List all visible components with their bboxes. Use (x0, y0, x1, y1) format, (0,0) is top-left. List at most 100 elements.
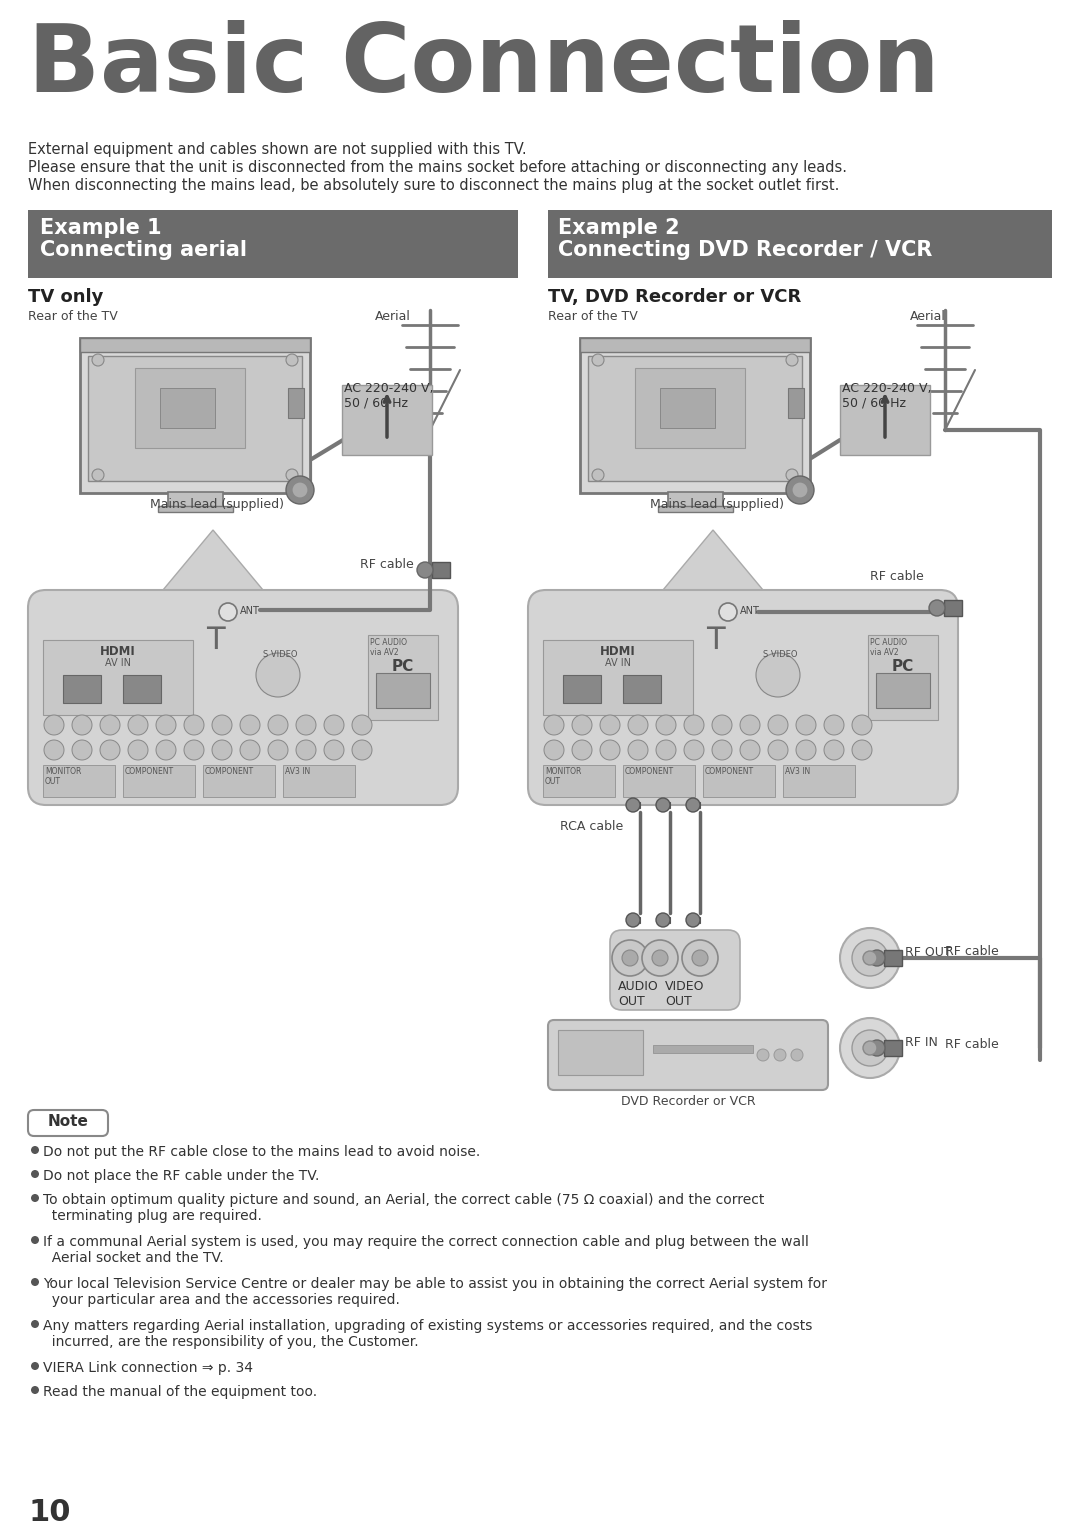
Text: Example 1: Example 1 (40, 219, 162, 238)
Text: ANT: ANT (240, 607, 260, 616)
Bar (376, 672, 430, 707)
Text: S VIDEO: S VIDEO (264, 649, 297, 659)
Circle shape (791, 1050, 804, 1060)
Bar (160, 388, 215, 428)
Bar (876, 672, 930, 707)
Bar (288, 388, 303, 419)
Bar (788, 388, 804, 419)
Circle shape (268, 740, 288, 759)
Circle shape (656, 798, 670, 811)
Text: AV IN: AV IN (105, 659, 131, 668)
FancyBboxPatch shape (28, 1109, 108, 1135)
Polygon shape (163, 530, 264, 590)
Circle shape (212, 715, 232, 735)
Circle shape (852, 740, 872, 759)
Text: Rear of the TV: Rear of the TV (548, 310, 638, 322)
Text: COMPONENT: COMPONENT (205, 767, 254, 787)
Bar (666, 802, 670, 808)
Circle shape (184, 740, 204, 759)
Bar (203, 766, 275, 798)
Circle shape (612, 940, 648, 976)
Text: TV only: TV only (28, 287, 104, 306)
Bar (658, 506, 733, 512)
Text: Rear of the TV: Rear of the TV (28, 310, 118, 322)
Bar (135, 368, 245, 448)
Circle shape (684, 740, 704, 759)
Circle shape (626, 798, 640, 811)
FancyBboxPatch shape (28, 590, 458, 805)
Text: RF OUT: RF OUT (905, 946, 951, 960)
Circle shape (768, 740, 788, 759)
Polygon shape (663, 530, 762, 590)
Circle shape (72, 740, 92, 759)
Text: PC: PC (892, 659, 914, 674)
Circle shape (656, 740, 676, 759)
Circle shape (296, 715, 316, 735)
Circle shape (627, 715, 648, 735)
Text: COMPONENT: COMPONENT (625, 767, 674, 787)
Circle shape (656, 914, 670, 927)
Bar (43, 766, 114, 798)
Circle shape (92, 469, 104, 481)
Text: HDMI: HDMI (600, 645, 636, 659)
Text: COMPONENT: COMPONENT (705, 767, 754, 787)
Text: MONITOR
OUT: MONITOR OUT (45, 767, 81, 787)
Bar (944, 601, 962, 616)
Circle shape (600, 715, 620, 735)
Text: TV, DVD Recorder or VCR: TV, DVD Recorder or VCR (548, 287, 801, 306)
Circle shape (824, 715, 843, 735)
Circle shape (824, 740, 843, 759)
Bar (80, 338, 310, 351)
Circle shape (712, 740, 732, 759)
Circle shape (44, 715, 64, 735)
Circle shape (840, 1018, 900, 1077)
Bar (563, 675, 600, 703)
Circle shape (100, 740, 120, 759)
Bar (368, 636, 438, 720)
Circle shape (156, 715, 176, 735)
Circle shape (852, 715, 872, 735)
Circle shape (756, 652, 800, 697)
Text: Please ensure that the unit is disconnected from the mains socket before attachi: Please ensure that the unit is disconnec… (28, 160, 847, 176)
Text: Your local Television Service Centre or dealer may be able to assist you in obta: Your local Television Service Centre or … (43, 1277, 827, 1306)
Circle shape (774, 1050, 786, 1060)
Text: Do not put the RF cable close to the mains lead to avoid noise.: Do not put the RF cable close to the mai… (43, 1144, 481, 1160)
Circle shape (592, 354, 604, 367)
Text: DVD Recorder or VCR: DVD Recorder or VCR (621, 1096, 755, 1108)
Text: Any matters regarding Aerial installation, upgrading of existing systems or acce: Any matters regarding Aerial installatio… (43, 1319, 812, 1349)
Text: AUDIO
OUT: AUDIO OUT (618, 979, 659, 1008)
Circle shape (544, 715, 564, 735)
Circle shape (656, 715, 676, 735)
Bar (696, 917, 700, 923)
Circle shape (31, 1320, 39, 1328)
Circle shape (296, 740, 316, 759)
Circle shape (719, 604, 737, 620)
Circle shape (642, 940, 678, 976)
Bar (558, 1030, 643, 1076)
Text: VIERA Link connection ⇒ p. 34: VIERA Link connection ⇒ p. 34 (43, 1361, 253, 1375)
Text: PC AUDIO
via AV2: PC AUDIO via AV2 (370, 639, 407, 657)
Circle shape (219, 604, 237, 620)
Circle shape (627, 740, 648, 759)
Circle shape (286, 354, 298, 367)
Text: Example 2: Example 2 (558, 219, 679, 238)
Circle shape (786, 354, 798, 367)
Circle shape (184, 715, 204, 735)
Text: Mains lead (supplied): Mains lead (supplied) (150, 498, 284, 510)
Text: Basic Connection: Basic Connection (28, 20, 940, 112)
Circle shape (592, 469, 604, 481)
Text: RF cable: RF cable (870, 570, 923, 584)
Circle shape (786, 469, 798, 481)
Circle shape (292, 481, 308, 498)
Bar (669, 492, 723, 510)
Bar (868, 636, 939, 720)
Circle shape (268, 715, 288, 735)
Circle shape (768, 715, 788, 735)
Circle shape (286, 469, 298, 481)
Circle shape (869, 950, 885, 966)
Text: AC 220-240 V,
50 / 60 Hz: AC 220-240 V, 50 / 60 Hz (842, 382, 931, 410)
Circle shape (852, 1030, 888, 1067)
Text: RF IN: RF IN (905, 1036, 937, 1050)
Bar (87, 356, 302, 481)
Bar (580, 338, 810, 351)
